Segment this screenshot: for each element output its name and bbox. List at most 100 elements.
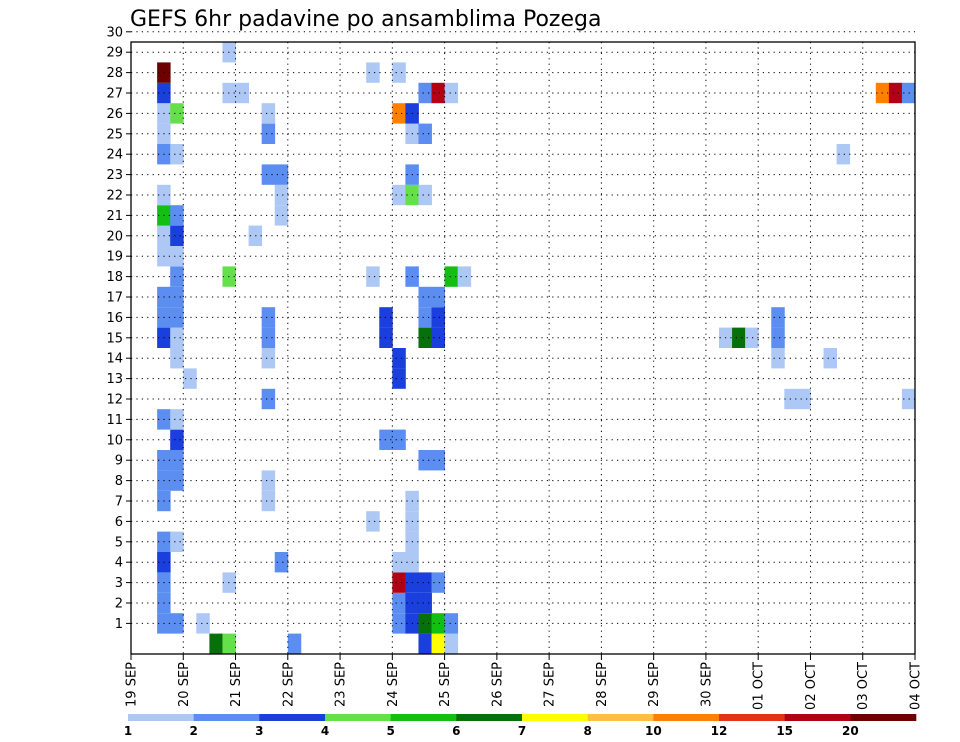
heat-cell: [170, 613, 184, 634]
heat-cell: [888, 82, 903, 104]
heat-cell: [771, 327, 785, 348]
colorbar-segment: [522, 714, 588, 721]
y-tick-label: 26: [106, 107, 123, 122]
heat-cell: [392, 184, 406, 206]
heat-cell: [431, 572, 445, 593]
y-tick-label: 25: [106, 127, 123, 142]
heat-cell: [170, 103, 184, 124]
heat-cell: [366, 511, 380, 532]
x-tick-label: 01 OCT: [752, 662, 767, 710]
colorbar-segment: [259, 714, 326, 721]
y-tick-label: 16: [106, 311, 123, 326]
y-tick-label: 24: [106, 148, 123, 163]
x-tick-label: 27 SEP: [543, 662, 558, 707]
heat-cell: [209, 633, 223, 654]
x-tick-label: 28 SEP: [595, 662, 610, 707]
heat-cell: [170, 429, 184, 450]
heat-cell: [418, 633, 432, 654]
y-tick-label: 22: [106, 189, 123, 204]
heat-cell: [170, 531, 184, 552]
heat-cell: [274, 205, 289, 226]
cells-layer: [157, 42, 916, 654]
x-tick-label: 26 SEP: [490, 662, 505, 707]
y-tick-label: 6: [115, 515, 123, 530]
heat-cell: [261, 470, 276, 491]
y-tick-label: 7: [115, 495, 123, 510]
heat-cell: [418, 327, 432, 348]
heat-cell: [771, 307, 785, 328]
heat-cell: [418, 592, 432, 614]
colorbar-label: 4: [321, 724, 329, 738]
x-axis: 19 SEP 20 SEP 21 SEP 22 SEP 23 SEP 24 SEP 25 S…: [125, 654, 924, 710]
heat-cell: [261, 123, 276, 144]
x-tick-label: 04 OCT: [909, 662, 924, 710]
y-tick-label: 8: [115, 474, 123, 489]
heat-cell: [431, 82, 445, 104]
y-tick-label: 19: [106, 250, 123, 265]
heat-cell: [392, 429, 406, 450]
x-tick-label: 02 OCT: [804, 662, 819, 710]
y-tick-label: 12: [106, 393, 123, 408]
y-tick-label: 21: [106, 209, 123, 224]
heat-cell: [261, 327, 276, 348]
heat-cell: [392, 62, 406, 83]
x-tick-label: 23 SEP: [334, 662, 349, 707]
colorbar-label: 15: [776, 724, 793, 738]
heat-cell: [379, 307, 393, 328]
y-tick-label: 30: [106, 25, 123, 40]
colorbar-label: 8: [583, 724, 591, 738]
heat-cell: [418, 450, 432, 471]
heat-cell: [457, 266, 472, 287]
colorbar-label: 20: [842, 724, 859, 738]
heat-cell: [431, 613, 445, 634]
x-tick-label: 21 SEP: [229, 662, 244, 707]
colorbar-label: 12: [711, 724, 728, 738]
heat-cell: [261, 164, 276, 185]
heat-cell: [170, 450, 184, 471]
heat-cell: [170, 307, 184, 328]
heat-cell: [235, 82, 249, 104]
heat-cell: [444, 82, 459, 104]
y-tick-label: 1: [115, 617, 123, 632]
heat-cell: [745, 327, 759, 348]
gridlines: [131, 31, 915, 654]
heat-cell: [196, 613, 210, 634]
heat-cell: [392, 572, 406, 593]
y-tick-label: 29: [106, 46, 123, 61]
heat-cell: [392, 552, 406, 573]
heat-cell: [379, 327, 393, 348]
heat-cell: [444, 266, 459, 287]
colorbar-segment: [193, 714, 260, 721]
colorbar-segment: [653, 714, 720, 721]
heat-cell: [392, 103, 406, 124]
heat-cell: [431, 450, 445, 471]
heat-cell: [418, 82, 432, 104]
heat-cell: [222, 633, 236, 654]
colorbar-segment: [850, 714, 917, 721]
y-tick-label: 10: [106, 433, 123, 448]
colorbar: 1 2 3 4 5 6 7 8 10 12 15 20: [124, 714, 917, 738]
heat-cell: [392, 592, 406, 614]
y-tick-label: 17: [106, 291, 123, 306]
heat-cell: [261, 307, 276, 328]
colorbar-segment: [456, 714, 523, 721]
heat-cell: [418, 613, 432, 634]
heat-cell: [170, 286, 184, 308]
y-axis: 1234567891011121314151617181920212223242…: [106, 25, 131, 632]
colorbar-label: 3: [255, 724, 263, 738]
y-tick-label: 9: [115, 454, 123, 469]
heat-cell: [823, 348, 837, 369]
heat-cell: [170, 225, 184, 246]
y-tick-label: 23: [106, 168, 123, 183]
plot-frame: [130, 41, 916, 655]
heat-cell: [771, 348, 785, 369]
y-tick-label: 28: [106, 66, 123, 81]
heat-cell: [392, 368, 406, 389]
heat-cell: [366, 266, 380, 287]
heat-cell: [170, 205, 184, 226]
y-tick-label: 13: [106, 372, 123, 387]
x-tick-label: 25 SEP: [438, 662, 453, 707]
y-tick-label: 11: [106, 413, 123, 428]
x-tick-label: 29 SEP: [647, 662, 662, 707]
heat-cell: [431, 327, 445, 348]
